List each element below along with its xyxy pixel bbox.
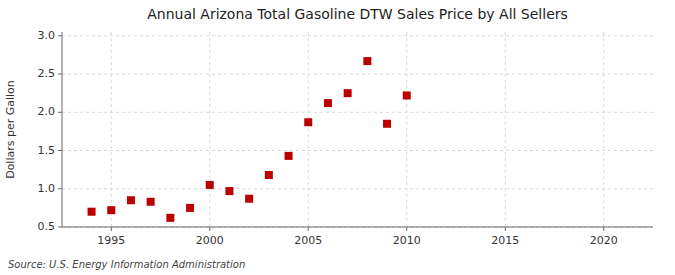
x-grid-line (111, 32, 112, 227)
x-grid-line (209, 32, 210, 227)
grid (62, 32, 653, 227)
y-tick (58, 112, 62, 113)
y-grid-line (62, 112, 653, 113)
y-tick (58, 227, 62, 228)
x-tick (603, 227, 604, 231)
y-tick-label: 2.5 (38, 67, 56, 80)
x-tick (308, 227, 309, 231)
point (245, 195, 253, 203)
y-grid-line (62, 35, 653, 36)
axes: 0.5 1.0 1.5 2.0 2.5 3.0 1995 2000 2005 2010 2015 20… (38, 29, 654, 247)
point (225, 187, 233, 195)
point (186, 204, 194, 212)
point (383, 120, 391, 128)
y-tick (58, 150, 62, 151)
y-axis-label: Dollars per Gallon (4, 80, 17, 179)
x-grid-line (505, 32, 506, 227)
chart-container: 0.5 1.0 1.5 2.0 2.5 3.0 1995 2000 2005 2010 2015 20… (0, 0, 675, 275)
x-tick-label: 2000 (196, 234, 224, 247)
x-grid-line (603, 32, 604, 227)
y-tick (58, 74, 62, 75)
x-tick (111, 227, 112, 231)
y-tick-label: 1.5 (38, 144, 56, 157)
point (147, 198, 155, 206)
chart-svg: 0.5 1.0 1.5 2.0 2.5 3.0 1995 2000 2005 2010 2015 20… (0, 0, 675, 275)
x-grid-line (406, 32, 407, 227)
point (206, 181, 214, 189)
y-tick (58, 35, 62, 36)
points (88, 57, 411, 222)
y-tick-label: 0.5 (38, 220, 56, 233)
x-grid-line (308, 32, 309, 227)
x-tick (209, 227, 210, 231)
x-tick-label: 1995 (97, 234, 125, 247)
x-tick-label: 2005 (294, 234, 322, 247)
point (88, 208, 96, 216)
x-axis-line (62, 227, 653, 228)
y-tick-label: 2.0 (38, 105, 56, 118)
y-axis-line (62, 32, 63, 227)
y-tick (58, 188, 62, 189)
point (403, 91, 411, 99)
point (304, 118, 312, 126)
x-tick (505, 227, 506, 231)
point (107, 206, 115, 214)
x-tick (406, 227, 407, 231)
point (363, 57, 371, 65)
y-tick-label: 3.0 (38, 29, 56, 42)
y-grid-line (62, 74, 653, 75)
annotation: Source: U.S. Energy Information Administ… (8, 259, 245, 270)
x-tick-label: 2015 (491, 234, 519, 247)
point (285, 152, 293, 160)
y-grid-line (62, 188, 653, 189)
y-tick-label: 1.0 (38, 182, 56, 195)
x-tick-label: 2020 (590, 234, 618, 247)
y-grid-line (62, 150, 653, 151)
point (324, 99, 332, 107)
x-tick-label: 2010 (393, 234, 421, 247)
point (344, 89, 352, 97)
point (166, 214, 174, 222)
y-grid-line (62, 227, 653, 228)
title: Annual Arizona Total Gasoline DTW Sales … (147, 6, 568, 22)
point (127, 196, 135, 204)
point (265, 171, 273, 179)
